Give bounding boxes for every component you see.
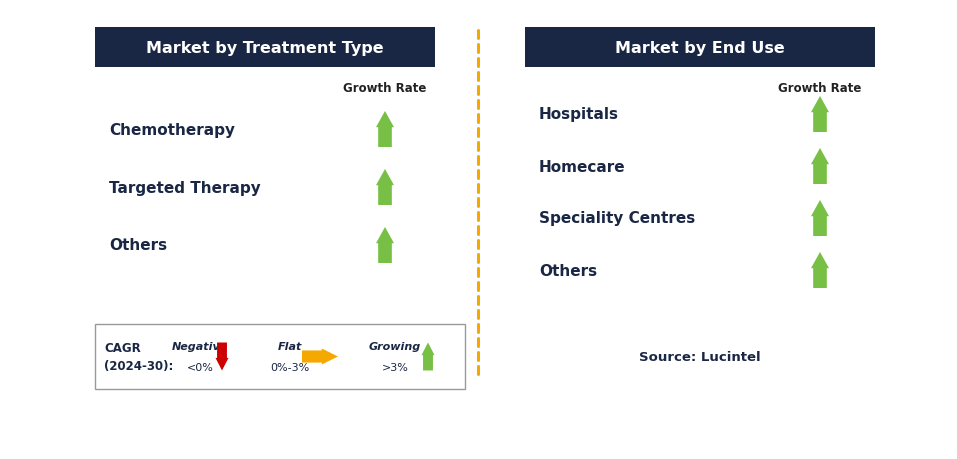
Text: Source: Lucintel: Source: Lucintel: [639, 350, 761, 363]
Polygon shape: [376, 228, 394, 263]
Polygon shape: [302, 349, 338, 365]
Polygon shape: [421, 343, 434, 371]
Polygon shape: [215, 343, 229, 371]
FancyBboxPatch shape: [95, 28, 435, 68]
Text: 0%-3%: 0%-3%: [271, 363, 310, 373]
Text: CAGR: CAGR: [104, 341, 141, 354]
Polygon shape: [376, 112, 394, 148]
Text: Targeted Therapy: Targeted Therapy: [109, 180, 260, 195]
Text: Negative: Negative: [172, 342, 228, 352]
Polygon shape: [811, 252, 829, 288]
Text: Market by Treatment Type: Market by Treatment Type: [146, 40, 384, 56]
Text: Hospitals: Hospitals: [539, 107, 619, 122]
Text: Others: Others: [109, 238, 167, 253]
Text: Market by End Use: Market by End Use: [615, 40, 785, 56]
Text: <0%: <0%: [187, 363, 213, 373]
Text: Growth Rate: Growth Rate: [344, 81, 427, 94]
FancyBboxPatch shape: [95, 325, 465, 389]
Polygon shape: [376, 170, 394, 206]
Polygon shape: [811, 149, 829, 185]
Polygon shape: [811, 201, 829, 236]
Text: Speciality Centres: Speciality Centres: [539, 211, 695, 226]
Polygon shape: [811, 97, 829, 133]
Text: Homecare: Homecare: [539, 159, 626, 174]
Text: Flat: Flat: [278, 342, 302, 352]
Text: Chemotherapy: Chemotherapy: [109, 122, 235, 137]
Text: Growth Rate: Growth Rate: [778, 81, 861, 94]
Text: Others: Others: [539, 263, 597, 278]
Text: Growing: Growing: [368, 342, 421, 352]
FancyBboxPatch shape: [525, 28, 875, 68]
Text: (2024-30):: (2024-30):: [104, 359, 173, 372]
Text: >3%: >3%: [382, 363, 409, 373]
